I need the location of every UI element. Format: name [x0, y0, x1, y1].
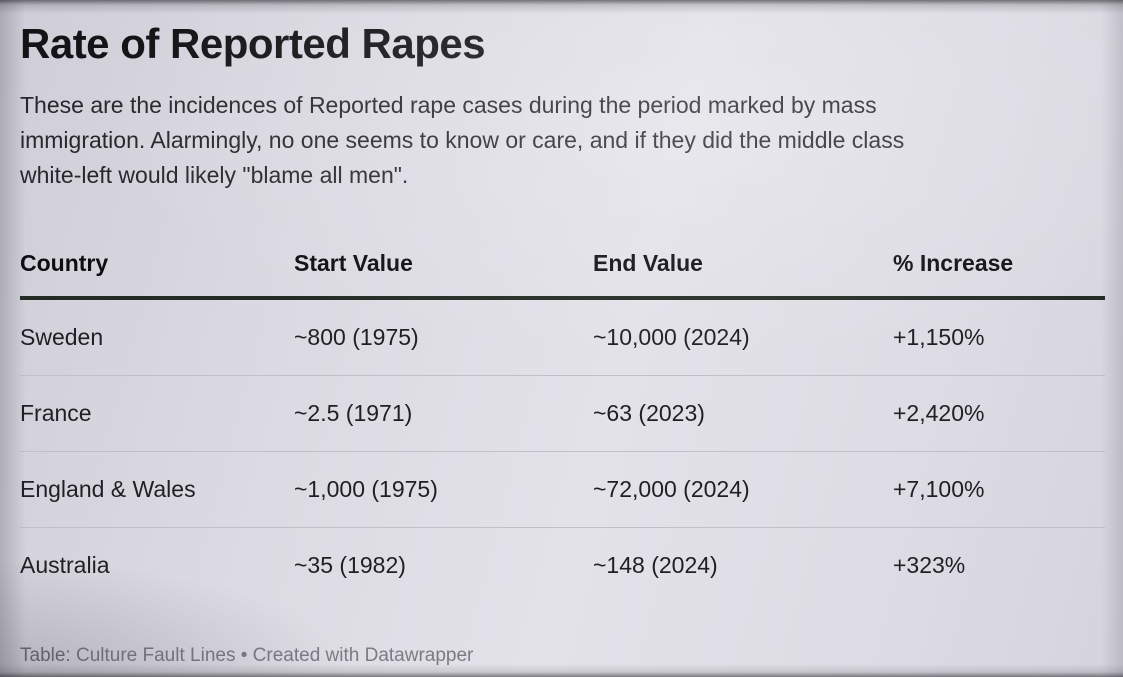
footer-separator: •	[240, 645, 248, 666]
cell-country: Australia	[20, 552, 110, 578]
cell-end-value: ~148 (2024)	[593, 552, 718, 578]
cell-country: England & Wales	[20, 451, 294, 528]
footer-label: Table:	[20, 645, 71, 666]
footer-source: Culture Fault Lines	[75, 645, 236, 666]
col-header-start-value: Start Value	[294, 231, 593, 300]
table-row: England & Wales ~1,000 (1975) ~72,000 (2…	[20, 451, 1105, 528]
col-header-percent-increase: % Increase	[893, 231, 1105, 300]
cell-end-value: ~72,000 (2024)	[593, 451, 893, 528]
description: These are the incidences of Reported rap…	[20, 88, 1105, 193]
description-line-3: white-left would likely "blame all men".	[20, 162, 409, 188]
cell-start-value: ~1,000 (1975)	[294, 451, 593, 528]
cell-percent-increase: +323%	[893, 552, 966, 578]
cell-end-value: ~10,000 (2024)	[593, 298, 893, 376]
cell-percent-increase: +7,100%	[893, 451, 1105, 528]
table-row: Australia ~35 (1982) ~148 (2024) +323%	[20, 528, 1105, 604]
table-footer: Table: Culture Fault Lines • Created wit…	[20, 644, 1105, 667]
footer-attribution: Created with Datawrapper	[252, 645, 474, 666]
cell-start-value: ~2.5 (1971)	[294, 375, 593, 452]
cell-start-value: ~35 (1982)	[294, 552, 406, 578]
cell-country: France	[20, 375, 294, 452]
page-title: Rate of Reported Rapes	[20, 20, 486, 67]
description-line-2: immigration. Alarmingly, no one seems to…	[20, 127, 905, 153]
col-header-end-value: End Value	[593, 231, 893, 300]
table-row: Sweden ~800 (1975) ~10,000 (2024) +1,150…	[20, 298, 1105, 376]
cell-country: Sweden	[20, 298, 294, 376]
cell-start-value: ~800 (1975)	[294, 298, 593, 376]
data-table: Country Start Value End Value % Increase…	[20, 231, 1105, 603]
cell-end-value: ~63 (2023)	[593, 375, 893, 452]
table-header-row: Country Start Value End Value % Increase	[20, 231, 1105, 300]
col-header-country: Country	[20, 231, 294, 300]
cell-percent-increase: +1,150%	[893, 298, 1105, 376]
description-line-1: These are the incidences of Reported rap…	[20, 92, 877, 118]
table-row: France ~2.5 (1971) ~63 (2023) +2,420%	[20, 375, 1105, 452]
cell-percent-increase: +2,420%	[893, 375, 1105, 452]
